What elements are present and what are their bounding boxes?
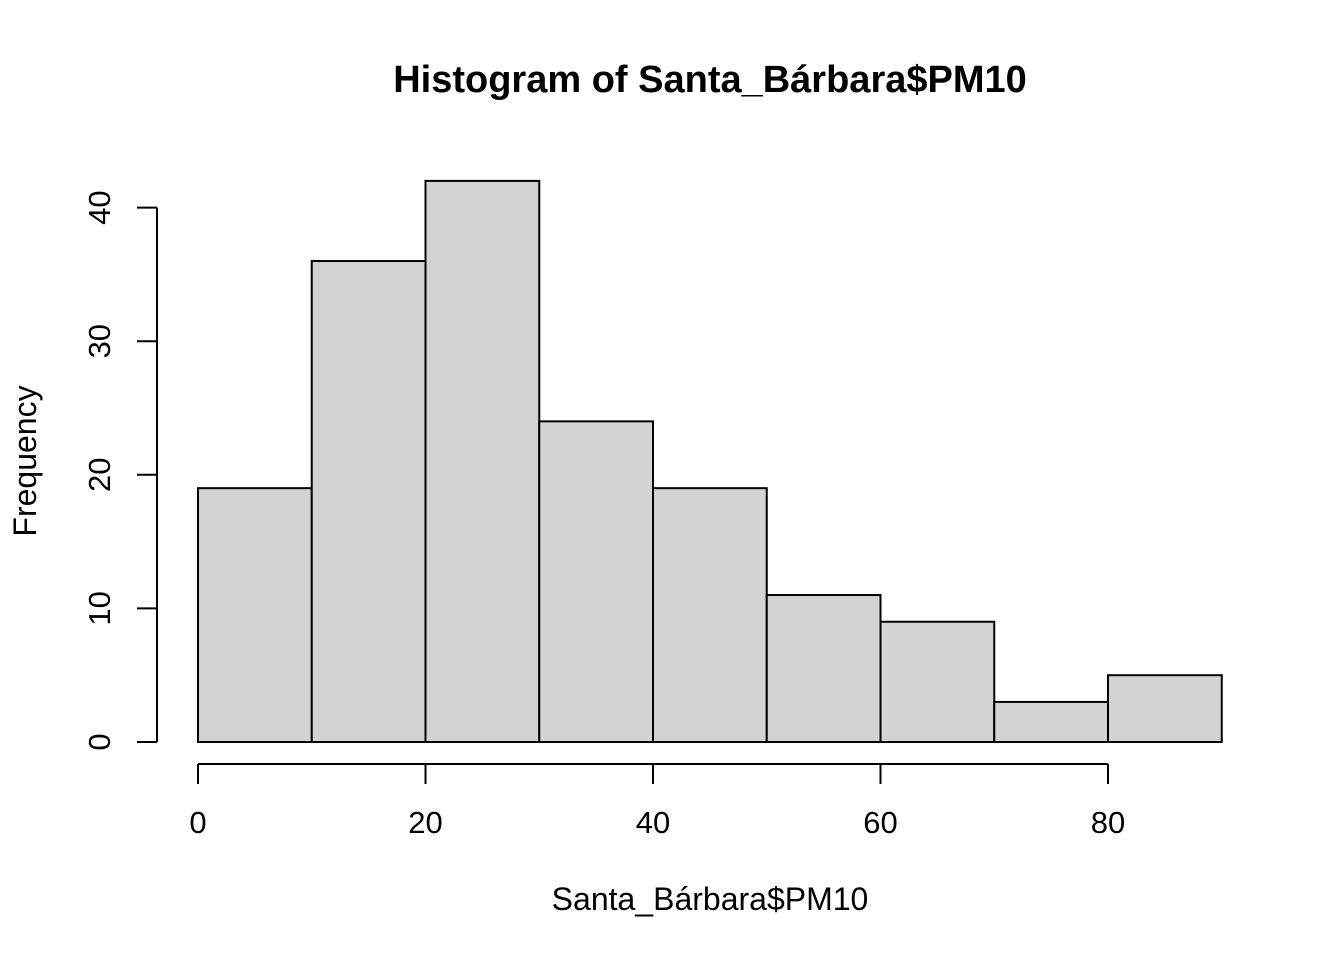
histogram-bar bbox=[765, 594, 882, 743]
y-tick-label: 10 bbox=[82, 591, 117, 625]
x-tick-label: 60 bbox=[863, 805, 897, 840]
y-tick-label: 40 bbox=[82, 190, 117, 224]
x-tick-label: 80 bbox=[1091, 805, 1125, 840]
histogram-bar bbox=[652, 487, 768, 743]
histogram-bar bbox=[310, 260, 427, 743]
y-axis-label: Frequency bbox=[7, 385, 43, 536]
x-tick-label: 40 bbox=[636, 805, 670, 840]
x-axis-label: Santa_Bárbara$PM10 bbox=[552, 881, 869, 917]
y-tick-label: 0 bbox=[82, 733, 117, 750]
x-axis: 0 20 40 60 80 bbox=[189, 763, 1125, 840]
y-tick-label: 30 bbox=[82, 324, 117, 358]
chart-title: Histogram of Santa_Bárbara$PM10 bbox=[393, 59, 1027, 101]
y-tick-label: 20 bbox=[82, 458, 117, 492]
y-axis: 0 10 20 30 40 bbox=[82, 190, 158, 751]
histogram-bar bbox=[197, 487, 313, 743]
x-tick-label: 0 bbox=[189, 805, 206, 840]
histogram-bar bbox=[993, 700, 1109, 743]
histogram-bar bbox=[879, 620, 996, 744]
histogram-bars bbox=[197, 179, 1223, 744]
x-tick-label: 20 bbox=[408, 805, 442, 840]
histogram-bar bbox=[538, 420, 654, 743]
histogram-bar bbox=[424, 179, 541, 743]
histogram-bar bbox=[1107, 674, 1223, 744]
